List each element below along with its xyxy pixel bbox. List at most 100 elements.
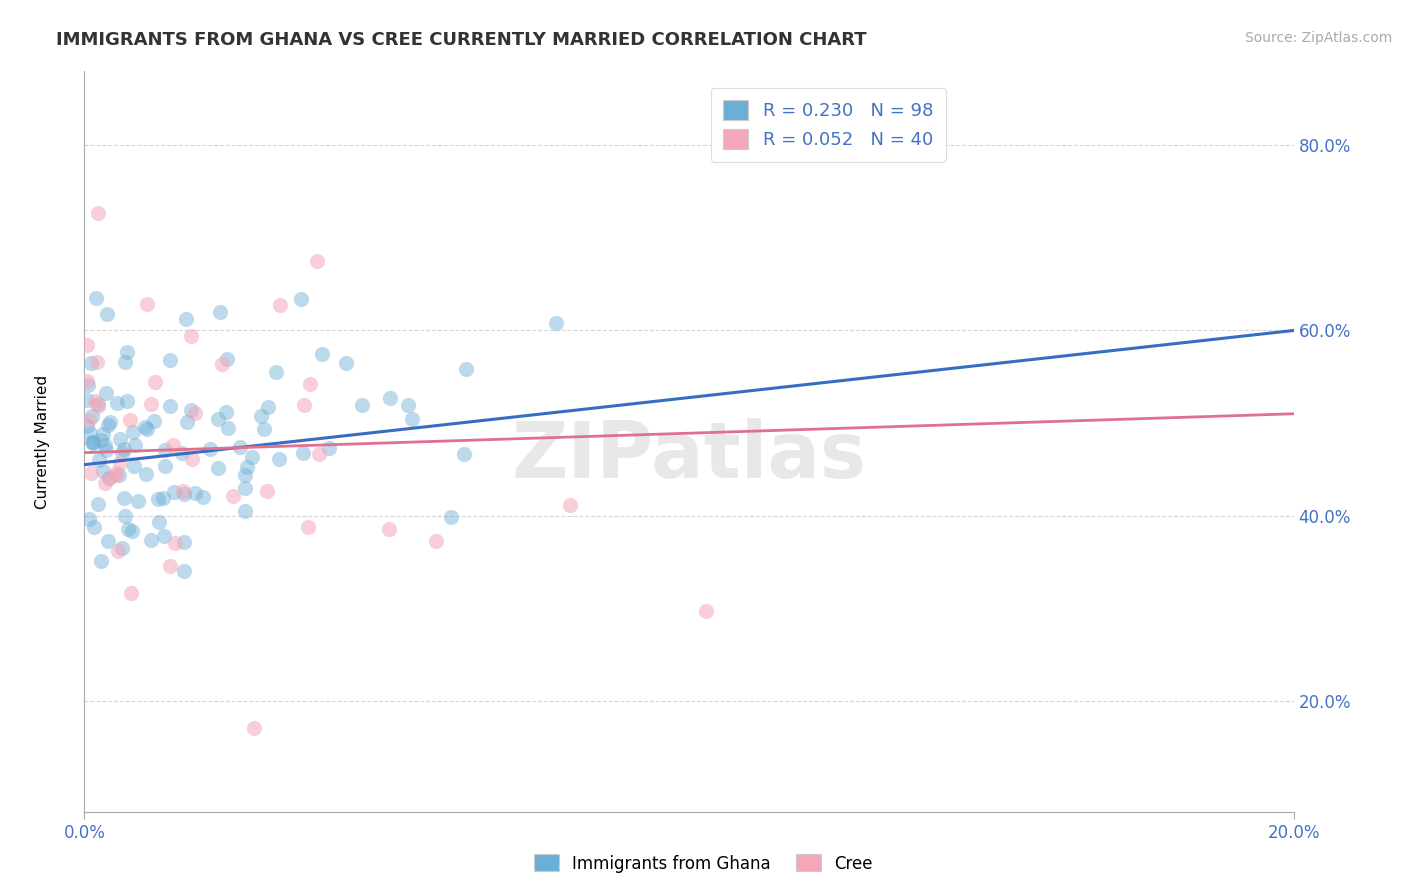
Point bbox=[173, 564, 195, 578]
Text: IMMIGRANTS FROM GHANA VS CREE CURRENTLY MARRIED CORRELATION CHART: IMMIGRANTS FROM GHANA VS CREE CURRENTLY … bbox=[56, 31, 868, 49]
Point bbox=[76, 374, 98, 388]
Point bbox=[256, 483, 278, 498]
Point bbox=[305, 254, 328, 268]
Point bbox=[114, 355, 136, 369]
Point bbox=[87, 452, 110, 467]
Point bbox=[292, 446, 315, 460]
Point bbox=[94, 476, 117, 491]
Point bbox=[91, 464, 114, 478]
Point bbox=[152, 491, 174, 505]
Point bbox=[87, 399, 110, 413]
Point bbox=[115, 394, 138, 409]
Point bbox=[198, 442, 221, 457]
Point bbox=[91, 426, 114, 441]
Point bbox=[97, 417, 120, 432]
Point bbox=[83, 520, 105, 534]
Point bbox=[191, 490, 214, 504]
Point bbox=[97, 534, 120, 549]
Point bbox=[87, 397, 110, 411]
Point bbox=[76, 393, 98, 408]
Point bbox=[105, 466, 128, 480]
Point bbox=[242, 722, 264, 736]
Point bbox=[207, 461, 229, 475]
Point bbox=[233, 481, 256, 495]
Point bbox=[90, 554, 112, 568]
Point bbox=[79, 425, 101, 440]
Point bbox=[173, 535, 195, 549]
Point bbox=[134, 419, 156, 434]
Point bbox=[249, 409, 271, 423]
Point bbox=[235, 503, 257, 517]
Point bbox=[142, 413, 165, 427]
Point bbox=[233, 467, 256, 482]
Point bbox=[401, 412, 423, 426]
Point bbox=[117, 522, 139, 536]
Point bbox=[159, 352, 181, 367]
Point bbox=[163, 485, 186, 500]
Point bbox=[148, 492, 170, 507]
Point bbox=[121, 524, 143, 538]
Point bbox=[298, 377, 321, 392]
Point bbox=[253, 422, 276, 436]
Point bbox=[98, 415, 121, 429]
Point bbox=[107, 544, 129, 558]
Point bbox=[207, 412, 229, 426]
Point bbox=[97, 471, 120, 485]
Point bbox=[141, 397, 163, 411]
Point bbox=[122, 459, 145, 474]
Point bbox=[350, 398, 373, 412]
Point bbox=[170, 445, 193, 459]
Point bbox=[290, 293, 312, 307]
Point bbox=[115, 344, 138, 359]
Point bbox=[153, 529, 176, 543]
Point bbox=[184, 406, 207, 420]
Point bbox=[544, 316, 567, 330]
Point bbox=[127, 494, 149, 508]
Point bbox=[155, 459, 177, 474]
Point bbox=[378, 391, 401, 405]
Point bbox=[378, 522, 401, 536]
Point bbox=[266, 365, 288, 379]
Point bbox=[105, 468, 128, 483]
Point bbox=[180, 402, 202, 417]
Point bbox=[163, 536, 186, 550]
Point bbox=[267, 451, 290, 466]
Point bbox=[148, 515, 170, 529]
Point bbox=[120, 586, 142, 600]
Point bbox=[217, 421, 239, 435]
Legend: R = 0.230   N = 98, R = 0.052   N = 40: R = 0.230 N = 98, R = 0.052 N = 40 bbox=[710, 87, 946, 161]
Point bbox=[136, 297, 159, 311]
Point bbox=[454, 361, 477, 376]
Point bbox=[176, 415, 198, 429]
Point bbox=[396, 399, 419, 413]
Point bbox=[82, 434, 104, 449]
Point bbox=[425, 533, 447, 548]
Point bbox=[180, 452, 202, 467]
Point bbox=[108, 456, 131, 470]
Point bbox=[80, 409, 103, 424]
Point bbox=[112, 491, 135, 506]
Point bbox=[84, 393, 107, 408]
Point bbox=[159, 558, 181, 573]
Point bbox=[292, 398, 315, 412]
Point bbox=[112, 442, 135, 456]
Point bbox=[297, 519, 319, 533]
Point bbox=[76, 338, 98, 352]
Point bbox=[211, 357, 233, 371]
Point bbox=[311, 347, 333, 361]
Point bbox=[77, 413, 100, 427]
Point bbox=[174, 312, 197, 326]
Point bbox=[82, 436, 104, 450]
Point bbox=[77, 378, 100, 392]
Point bbox=[86, 205, 108, 219]
Point bbox=[136, 422, 159, 436]
Point bbox=[108, 467, 131, 482]
Point bbox=[180, 328, 202, 343]
Point bbox=[80, 466, 103, 480]
Point bbox=[79, 511, 101, 525]
Point bbox=[335, 356, 357, 370]
Point bbox=[440, 510, 463, 524]
Point bbox=[84, 292, 107, 306]
Point bbox=[80, 435, 103, 450]
Point bbox=[124, 438, 146, 452]
